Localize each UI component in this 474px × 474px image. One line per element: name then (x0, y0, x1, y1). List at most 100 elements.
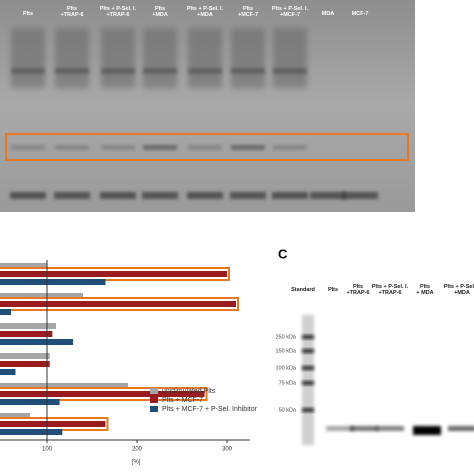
lane-label-line: Plts (155, 6, 165, 12)
band (55, 68, 89, 74)
lane-label-line: Plts (328, 287, 338, 293)
lane-label-line: +MDA (454, 290, 470, 296)
smear (101, 28, 135, 88)
band (54, 192, 90, 199)
x-axis-label: [%] (132, 460, 141, 466)
lane-label-line: + MDA (416, 290, 433, 296)
band (188, 145, 222, 150)
band (310, 192, 346, 199)
lane-label-line: Plts + P-Sel. I. (444, 284, 474, 290)
band (350, 426, 378, 431)
marker-label: 250 kDa (276, 334, 297, 340)
lane-label-line: MDA (322, 11, 335, 17)
ladder-band (302, 335, 314, 339)
band (10, 192, 46, 199)
band (11, 68, 45, 74)
highlight-box (0, 267, 230, 281)
ladder-band (302, 408, 314, 412)
lane-label-line: Plts + P-Sel. I. (100, 6, 137, 12)
lane-label: Plts +TRAP-6 (60, 6, 83, 18)
lane-label: Plts +TRAP-6 (346, 284, 369, 296)
lane-label-line: Plts + P-Sel. I. (372, 284, 409, 290)
band (376, 426, 404, 431)
smear (55, 28, 89, 88)
lane-label: Plts +MCF-7 (238, 6, 258, 18)
band (273, 68, 307, 74)
band (326, 426, 354, 431)
lane-label-line: +MCF-7 (280, 12, 300, 18)
bar (0, 383, 128, 389)
bar (0, 413, 30, 419)
lane-label-line: Standard (291, 287, 315, 293)
bar (0, 353, 50, 359)
ladder-band (302, 349, 314, 353)
lane-label-line: Plts (243, 6, 253, 12)
x-tick-label: 200 (132, 447, 143, 453)
band (413, 426, 441, 435)
lane-label-line: +MCF-7 (238, 12, 258, 18)
band (231, 68, 265, 74)
marker-label: 100 kDa (276, 365, 297, 371)
bar (0, 263, 47, 269)
bar (0, 421, 106, 427)
lane-label: Plts + P-Sel. I.+MDA (444, 284, 474, 296)
lane-label-line: +TRAP-6 (60, 12, 83, 18)
legend-swatch (150, 406, 158, 412)
lane-label-line: Plts (420, 284, 430, 290)
bar (0, 271, 227, 277)
bar (0, 309, 11, 315)
lane-label: Plts + MDA (416, 284, 433, 296)
lane-label: Plts + P-Sel. I. +TRAP-6 (100, 6, 137, 18)
smear (231, 28, 265, 88)
highlight-box (5, 133, 409, 161)
ladder-band (302, 366, 314, 370)
band (143, 68, 177, 74)
legend-label: unstimulated Plts (162, 388, 216, 395)
marker-label: 75 kDa (279, 380, 297, 386)
band (101, 145, 135, 150)
bar (0, 429, 63, 435)
bar (0, 279, 106, 285)
lane-label: MDA (322, 11, 335, 17)
lane-label-line: Plts + P-Sel. I. (272, 6, 309, 12)
band (101, 68, 135, 74)
legend-swatch (150, 397, 158, 403)
marker-label: 50 kDa (279, 407, 297, 413)
lane-label-line: MCF-7 (352, 11, 369, 17)
lane-label: Plts (328, 287, 338, 293)
bar (0, 399, 60, 405)
band (100, 192, 136, 199)
lane-label: Plts + P-Sel. I. +MCF-7 (272, 6, 309, 18)
band (273, 145, 307, 150)
lane-label-line: +TRAP-6 (378, 290, 401, 296)
band (230, 192, 266, 199)
band (448, 426, 474, 431)
lane-label: Plts + P-Sel. I.+MDA (187, 6, 224, 18)
bar (0, 323, 56, 329)
panel-label: C (278, 246, 288, 261)
smear (273, 28, 307, 88)
lane-label-line: Plts (353, 284, 363, 290)
lane-label-line: Plts (67, 6, 77, 12)
legend-label: Plts + MCF-7 + P-Sel. Inhibitor (162, 406, 258, 413)
lane-label: Plts + P-Sel. I. +TRAP-6 (372, 284, 409, 296)
highlight-box (0, 387, 208, 401)
lane-label-line: Plts + P-Sel. I. (187, 6, 224, 12)
x-tick-label: 300 (222, 447, 233, 453)
band (187, 192, 223, 199)
highlight-box (0, 297, 239, 311)
lane-label-line: +MDA (197, 12, 213, 18)
lane-label-line: +TRAP-6 (346, 290, 369, 296)
band (231, 145, 265, 150)
bar (0, 339, 74, 345)
lane-label-line: +MDA (152, 12, 168, 18)
bar (0, 369, 16, 375)
smear (188, 28, 222, 88)
band (272, 192, 308, 199)
legend-swatch (150, 388, 158, 394)
lane-label: Plts (23, 11, 33, 17)
lane-label-line: +TRAP-6 (106, 12, 129, 18)
